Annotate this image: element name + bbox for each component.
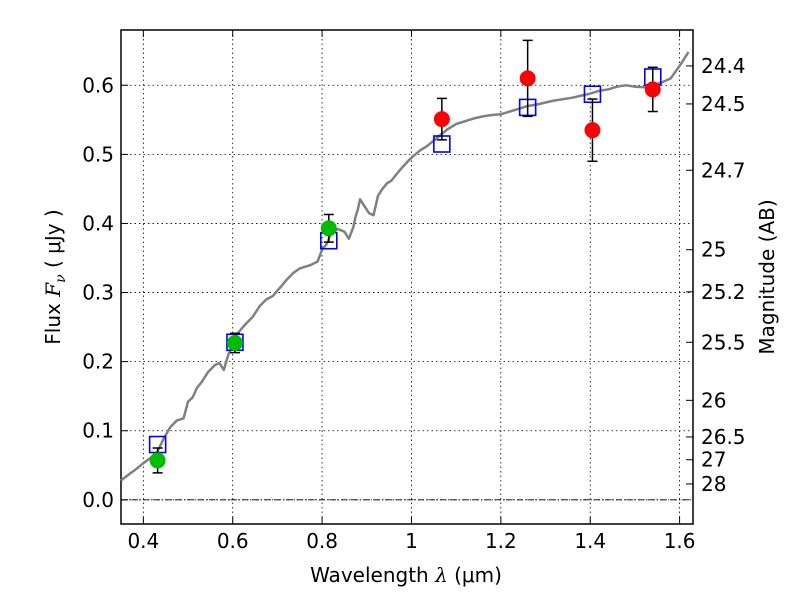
observed-flux-point [519,70,536,87]
observed-flux-point [433,111,450,128]
y2-tick-label: 26.5 [701,425,746,449]
y-axis-unit: ( μJy ) [41,209,65,268]
y-tick-label: 0.4 [82,211,114,235]
y-axis-symbol: F [41,282,65,298]
y-tick-label: 0.0 [82,488,114,512]
y2-tick-label: 28 [701,472,726,496]
y2-tick-label: 25.2 [701,280,746,304]
y-axis-ticks: 0.0 0.1 0.2 0.3 0.4 0.5 0.6 [82,73,128,512]
observed-flux-point [149,452,166,469]
x-tick-label: 1.6 [664,529,696,553]
observed-flux-point [584,122,601,139]
model-spectrum-line [120,51,690,482]
y2-axis-title: Magnitude (AB) [755,199,779,354]
x-axis-title: Wavelength λ (μm) [310,563,502,587]
x-tick-label: 0.4 [127,529,159,553]
y-tick-label: 0.5 [82,142,114,166]
y2-tick-label: 25.5 [701,330,746,354]
y-tick-label: 0.3 [82,281,114,305]
grid-lines [121,30,693,524]
y2-tick-label: 26 [701,388,726,412]
x-tick-label: 1 [405,529,418,553]
y-axis-subscript: ν [53,274,69,283]
x-tick-label: 0.6 [217,529,249,553]
y2-tick-label: 27 [701,448,726,472]
x-axis-unit: (μm) [454,563,502,587]
observed-flux-point [320,220,337,237]
y-tick-label: 0.6 [82,73,114,97]
observed-flux-point [226,334,243,351]
data-series [120,39,690,482]
observed-flux-point [644,81,661,98]
x-tick-label: 1.4 [574,529,606,553]
x-axis-ticks: 0.4 0.6 0.8 1 1.2 1.4 1.6 [127,30,696,553]
y2-tick-label: 24.5 [701,92,746,116]
y2-tick-label: 25 [701,238,726,262]
x-axis-symbol: λ [434,563,448,587]
y-axis-title: Flux Fν ( μJy ) [41,209,69,344]
x-tick-label: 0.8 [306,529,338,553]
x-tick-label: 1.2 [485,529,517,553]
y2-tick-label: 24.4 [701,54,746,78]
y2-tick-label: 24.7 [701,158,746,182]
plot-area [120,29,694,525]
y-tick-label: 0.1 [82,419,114,443]
y-tick-label: 0.2 [82,350,114,374]
